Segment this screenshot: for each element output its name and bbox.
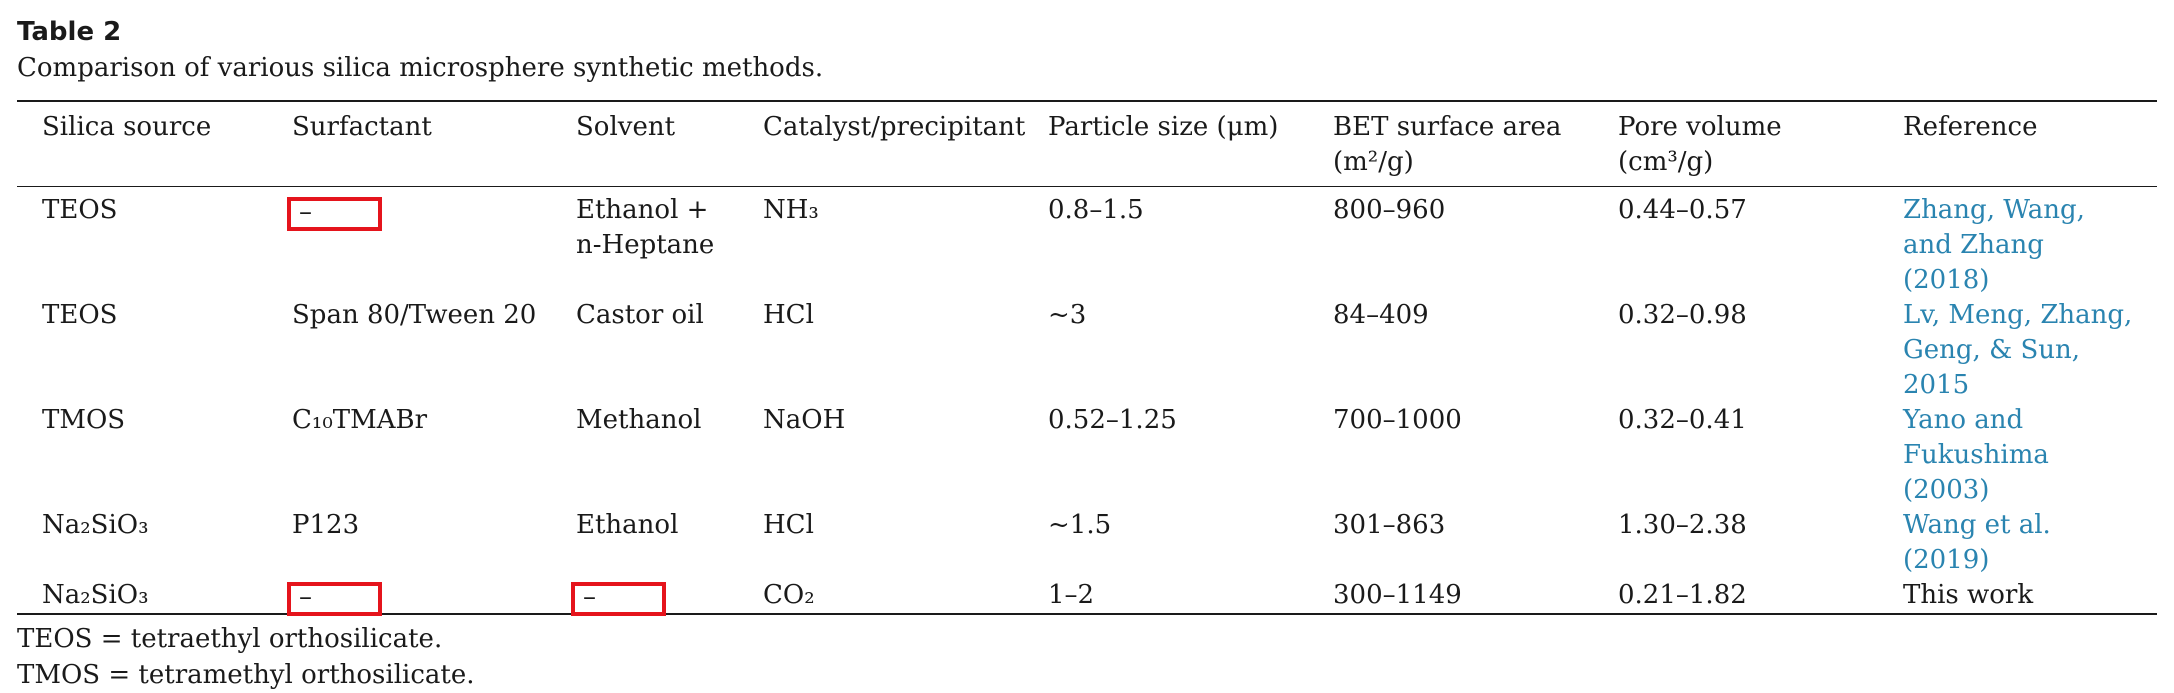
cell-source: Na₂SiO₃: [42, 580, 149, 610]
header-pore-label: Pore volume: [1618, 112, 1782, 142]
cell-source: TEOS: [42, 195, 118, 225]
cell-surfactant-value: –: [299, 582, 312, 612]
header-bet-unit: (m²/g): [1333, 147, 1414, 177]
cell-solvent: Castor oil: [576, 300, 704, 330]
highlight-box: [287, 197, 382, 231]
cell-surfactant: Span 80/Tween 20: [292, 300, 537, 330]
cell-pore-volume: 0.44–0.57: [1618, 195, 1747, 225]
footnote: TMOS = tetramethyl orthosilicate.: [17, 660, 475, 690]
table-title: Table 2: [17, 17, 122, 47]
cell-surfactant: P123: [292, 510, 360, 540]
cell-pore-volume: 0.21–1.82: [1618, 580, 1747, 610]
cell-surfactant-value: –: [299, 197, 312, 227]
header-solvent: Solvent: [576, 112, 676, 142]
cell-particle-size: ~3: [1048, 300, 1087, 330]
header-reference: Reference: [1903, 112, 2038, 142]
cell-surfactant: –: [267, 578, 551, 616]
cell-bet: 301–863: [1333, 510, 1446, 540]
cell-bet: 84–409: [1333, 300, 1429, 330]
cell-catalyst: HCl: [763, 510, 814, 540]
cell-surfactant: C₁₀TMABr: [292, 405, 428, 435]
header-bet: BET surface area (m²/g): [1308, 110, 1593, 180]
header-particle-size: Particle size (μm): [1048, 112, 1279, 142]
cell-bet: 300–1149: [1333, 580, 1462, 610]
cell-pore-volume: 0.32–0.41: [1618, 405, 1747, 435]
header-pore-unit: (cm³/g): [1618, 147, 1714, 177]
cell-solvent: Methanol: [576, 405, 702, 435]
cell-catalyst: HCl: [763, 300, 814, 330]
table-caption: Comparison of various silica microsphere…: [17, 53, 824, 83]
cell-catalyst: NH₃: [763, 195, 819, 225]
table-header-row: Silica source Surfactant Solvent Catalys…: [17, 102, 2157, 186]
cell-source: Na₂SiO₃: [42, 510, 149, 540]
cell-solvent-value: –: [583, 582, 596, 612]
table-body: TEOS – Ethanol + n-Heptane NH₃ 0.8–1.5 8…: [17, 187, 2157, 616]
top-rule: [17, 100, 2157, 102]
cell-pore-volume: 0.32–0.98: [1618, 300, 1747, 330]
header-pore-volume: Pore volume (cm³/g): [1593, 110, 1878, 180]
header-bet-label: BET surface area: [1333, 112, 1562, 142]
reference-link[interactable]: Yano and Fukushima (2003): [1903, 405, 2049, 505]
cell-source: TMOS: [42, 405, 126, 435]
cell-source: TEOS: [42, 300, 118, 330]
cell-surfactant: –: [267, 193, 551, 298]
cell-solvent: –: [551, 578, 738, 616]
header-catalyst: Catalyst/precipitant: [763, 112, 1026, 142]
table-footnotes: TEOS = tetraethyl orthosilicate. TMOS = …: [17, 621, 2157, 693]
cell-bet: 800–960: [1333, 195, 1446, 225]
cell-particle-size: 0.52–1.25: [1048, 405, 1177, 435]
cell-catalyst: NaOH: [763, 405, 846, 435]
reference-link[interactable]: Zhang, Wang, and Zhang (2018): [1903, 195, 2085, 295]
cell-particle-size: 1–2: [1048, 580, 1095, 610]
cell-particle-size: 0.8–1.5: [1048, 195, 1144, 225]
table-container: Table 2 Comparison of various silica mic…: [17, 14, 2157, 693]
cell-solvent: Ethanol + n-Heptane: [576, 195, 715, 260]
header-rule: [17, 186, 2157, 187]
cell-reference: This work: [1903, 580, 2034, 610]
header-silica-source: Silica source: [42, 112, 212, 142]
reference-link[interactable]: Lv, Meng, Zhang, Geng, & Sun, 2015: [1903, 300, 2133, 400]
footnote: TEOS = tetraethyl orthosilicate.: [17, 624, 443, 654]
cell-pore-volume: 1.30–2.38: [1618, 510, 1747, 540]
cell-solvent: Ethanol: [576, 510, 679, 540]
cell-bet: 700–1000: [1333, 405, 1462, 435]
reference-link[interactable]: Wang et al. (2019): [1903, 510, 2051, 575]
cell-particle-size: ~1.5: [1048, 510, 1112, 540]
header-surfactant: Surfactant: [292, 112, 432, 142]
cell-catalyst: CO₂: [763, 580, 815, 610]
